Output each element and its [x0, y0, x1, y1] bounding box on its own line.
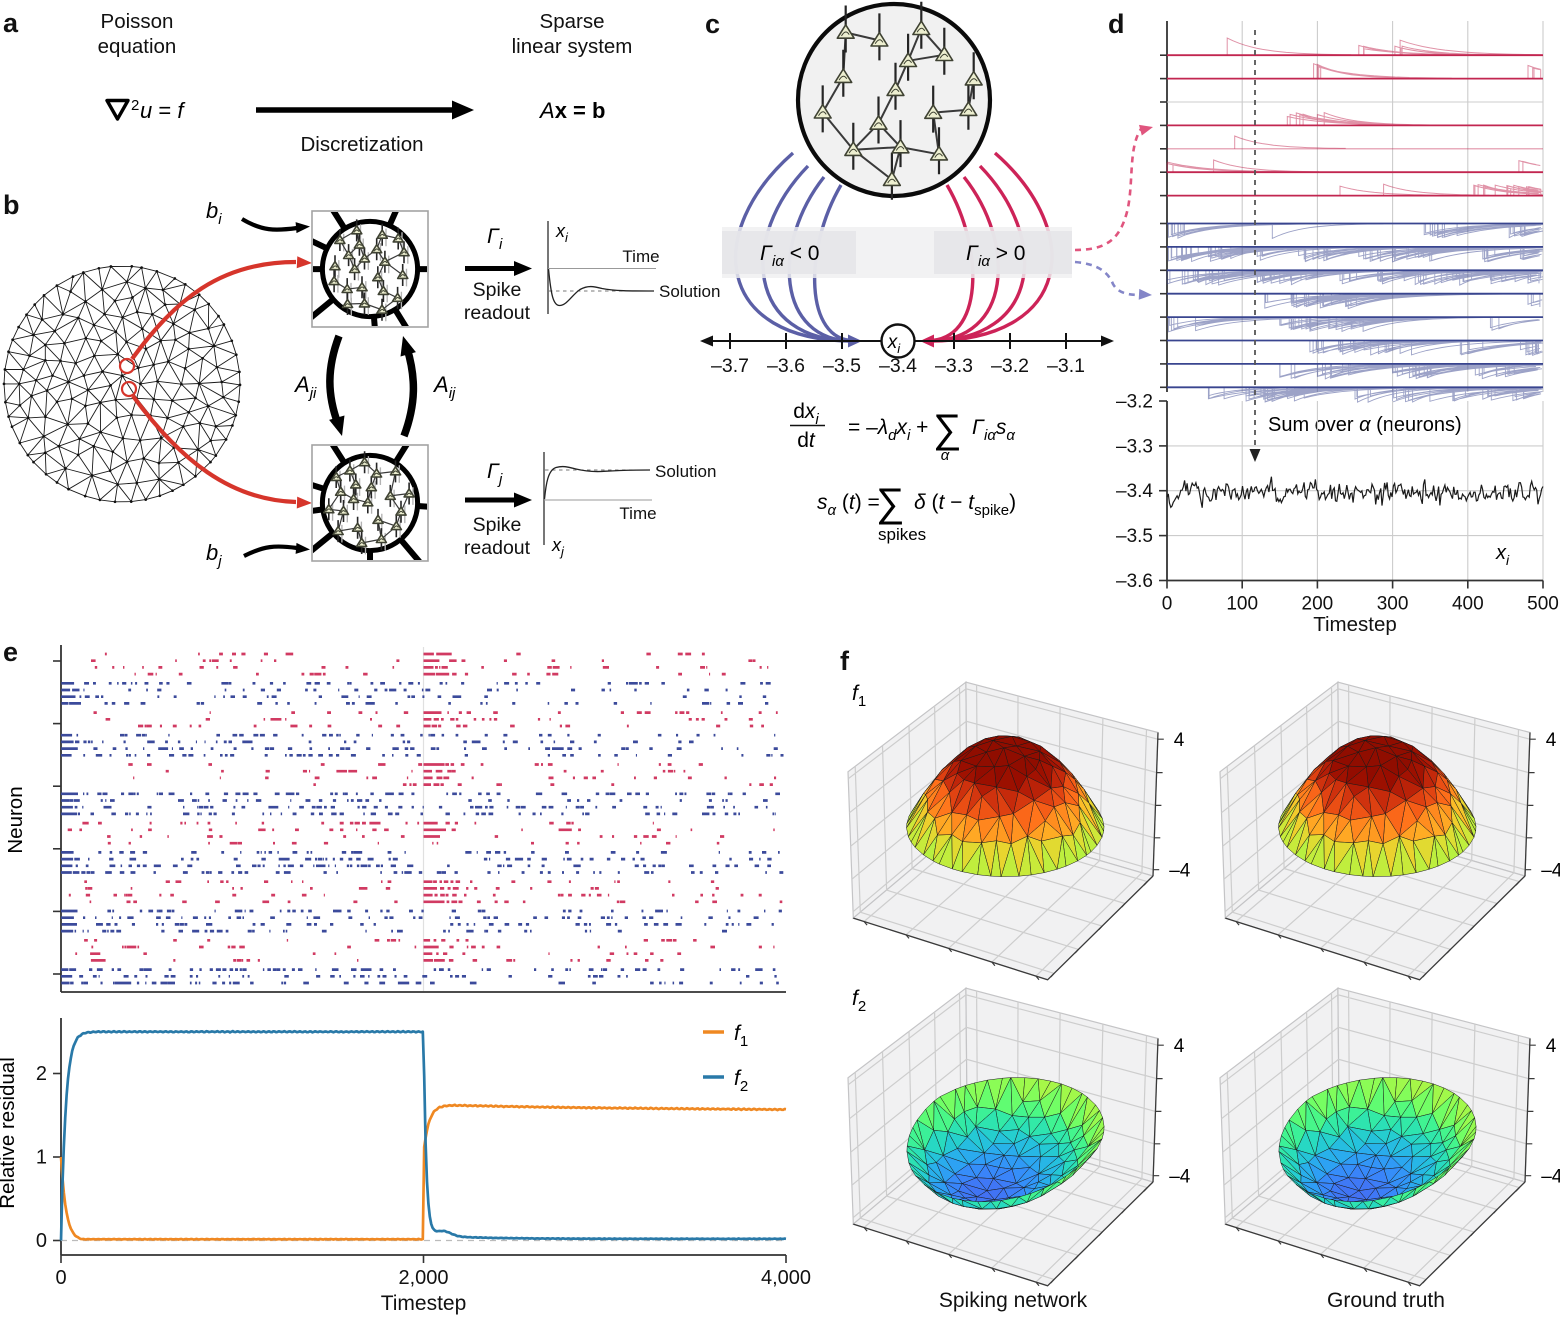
svg-text:Relative residual: Relative residual — [0, 1057, 19, 1209]
svg-text:= –λdxi +: = –λdxi + — [848, 416, 928, 444]
svg-text:–3.3: –3.3 — [1116, 436, 1153, 457]
svg-text:dt: dt — [797, 429, 816, 452]
svg-text:f: f — [840, 646, 850, 676]
svg-text:spikes: spikes — [878, 525, 926, 544]
svg-text:bi: bi — [206, 198, 222, 228]
svg-text:4: 4 — [1546, 1036, 1557, 1057]
svg-text:Timestep: Timestep — [1313, 613, 1397, 636]
svg-text:xi: xi — [1495, 542, 1510, 568]
svg-text:0: 0 — [1162, 594, 1173, 615]
svg-text:Ax = b: Ax = b — [538, 98, 605, 123]
svg-text:0: 0 — [55, 1267, 66, 1289]
svg-text:4: 4 — [1546, 730, 1557, 751]
svg-text:Sparse: Sparse — [540, 10, 605, 33]
svg-text:∑: ∑ — [933, 407, 962, 451]
svg-text:–4: –4 — [1169, 1167, 1191, 1188]
svg-text:Γiαsα: Γiαsα — [972, 416, 1015, 444]
svg-text:b: b — [3, 190, 20, 220]
svg-text:Sum over α (neurons): Sum over α (neurons) — [1268, 414, 1462, 436]
svg-text:dxi: dxi — [793, 400, 819, 428]
svg-text:Spike: Spike — [473, 514, 522, 536]
svg-text:Timestep: Timestep — [381, 1292, 467, 1315]
svg-text:4: 4 — [1174, 730, 1185, 751]
svg-text:c: c — [705, 9, 720, 39]
svg-text:Γi: Γi — [487, 225, 503, 253]
svg-text:equation: equation — [98, 35, 177, 58]
svg-text:–4: –4 — [1541, 861, 1560, 882]
svg-text:–3.2: –3.2 — [991, 355, 1029, 377]
svg-text:Γj: Γj — [487, 460, 503, 488]
svg-text:–3.5: –3.5 — [1116, 526, 1153, 547]
svg-text:400: 400 — [1452, 594, 1484, 615]
svg-text:xj: xj — [551, 535, 565, 559]
svg-text:–3.5: –3.5 — [823, 355, 861, 377]
svg-text:δ (t − tspike): δ (t − tspike) — [914, 491, 1016, 519]
svg-text:–3.3: –3.3 — [935, 355, 973, 377]
svg-text:2,000: 2,000 — [398, 1267, 448, 1289]
svg-text:a: a — [3, 8, 19, 38]
svg-text:Time: Time — [619, 504, 656, 523]
svg-text:f2: f2 — [852, 987, 866, 1015]
svg-text:Time: Time — [622, 247, 659, 266]
svg-text:f2: f2 — [734, 1067, 748, 1095]
svg-text:0: 0 — [36, 1230, 47, 1252]
svg-text:–3.6: –3.6 — [1116, 571, 1153, 592]
svg-text:–3.4: –3.4 — [879, 355, 917, 377]
svg-text:Aji: Aji — [293, 372, 317, 402]
svg-text:Discretization: Discretization — [300, 133, 423, 156]
svg-text:–4: –4 — [1541, 1167, 1560, 1188]
svg-text:Spike: Spike — [473, 279, 522, 301]
svg-text:1: 1 — [36, 1147, 47, 1169]
svg-text:200: 200 — [1302, 594, 1334, 615]
svg-text:300: 300 — [1377, 594, 1409, 615]
svg-text:Aij: Aij — [432, 372, 456, 402]
svg-text:–3.2: –3.2 — [1116, 392, 1153, 413]
svg-text:α: α — [941, 447, 950, 464]
svg-text:readout: readout — [464, 302, 531, 324]
svg-text:–4: –4 — [1169, 861, 1191, 882]
svg-text:Spiking network: Spiking network — [939, 1289, 1088, 1312]
svg-text:e: e — [3, 637, 18, 667]
svg-text:–3.6: –3.6 — [767, 355, 805, 377]
svg-text:xi: xi — [555, 221, 569, 245]
svg-text:100: 100 — [1226, 594, 1258, 615]
svg-text:2: 2 — [36, 1063, 47, 1085]
svg-text:Ground truth: Ground truth — [1327, 1289, 1445, 1312]
svg-text:Poisson: Poisson — [101, 10, 174, 33]
svg-text:2: 2 — [131, 97, 139, 114]
svg-text:–3.7: –3.7 — [711, 355, 749, 377]
svg-text:Solution: Solution — [659, 282, 720, 301]
svg-text:Neuron: Neuron — [4, 786, 27, 853]
svg-text:∑: ∑ — [876, 481, 905, 525]
svg-text:u = f: u = f — [140, 98, 186, 123]
svg-text:–3.1: –3.1 — [1047, 355, 1085, 377]
svg-text:f1: f1 — [734, 1022, 748, 1050]
svg-text:–3.4: –3.4 — [1116, 481, 1153, 502]
svg-text:4,000: 4,000 — [761, 1267, 811, 1289]
svg-text:Solution: Solution — [655, 462, 716, 481]
svg-text:4: 4 — [1174, 1036, 1185, 1057]
svg-text:d: d — [1108, 9, 1125, 39]
svg-text:sα (t) =: sα (t) = — [817, 491, 880, 519]
svg-text:linear system: linear system — [512, 35, 633, 58]
svg-text:f1: f1 — [852, 682, 866, 710]
svg-text:500: 500 — [1527, 594, 1559, 615]
svg-text:readout: readout — [464, 537, 531, 559]
svg-text:bj: bj — [206, 540, 222, 570]
